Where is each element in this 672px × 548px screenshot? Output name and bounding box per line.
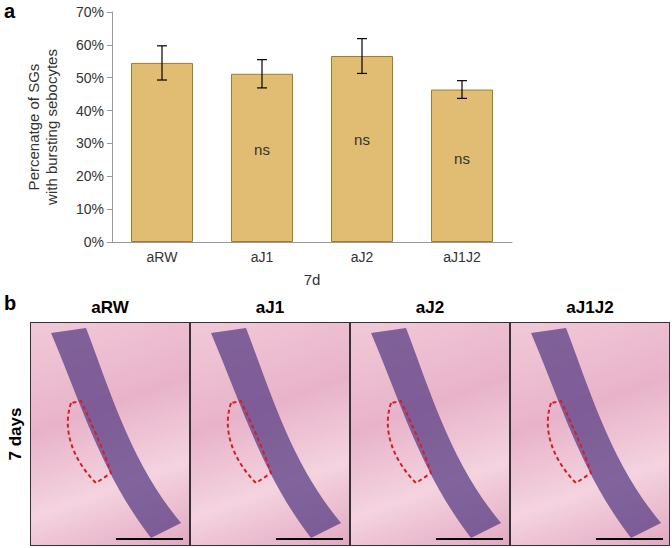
svg-text:10%: 10% bbox=[76, 201, 104, 217]
html-text:7 days: 7 days bbox=[6, 407, 25, 461]
svg-text:7d: 7d bbox=[304, 271, 321, 288]
html-text:a: a bbox=[4, 0, 16, 22]
svg-text:aRW: aRW bbox=[147, 249, 179, 265]
svg-text:aJ1: aJ1 bbox=[251, 249, 274, 265]
html-text:aRW: aRW bbox=[91, 298, 129, 317]
html-text:aJ2: aJ2 bbox=[415, 298, 445, 317]
svg-text:70%: 70% bbox=[76, 4, 104, 20]
svg-text:60%: 60% bbox=[76, 37, 104, 53]
svg-text:0%: 0% bbox=[84, 234, 104, 250]
svg-text:40%: 40% bbox=[76, 103, 104, 119]
svg-text:ns: ns bbox=[254, 141, 270, 158]
svg-text:aJ2: aJ2 bbox=[351, 249, 374, 265]
html-text:aJ1: aJ1 bbox=[255, 298, 285, 317]
svg-text:30%: 30% bbox=[76, 135, 104, 151]
svg-text:ns: ns bbox=[354, 131, 370, 148]
svg-text:ns: ns bbox=[454, 150, 470, 167]
svg-text:20%: 20% bbox=[76, 168, 104, 184]
html-text:b: b bbox=[4, 292, 17, 314]
svg-text:Percenatge of SGs: Percenatge of SGs bbox=[25, 64, 42, 191]
html-text:aJ1J2: aJ1J2 bbox=[566, 298, 614, 317]
svg-text:50%: 50% bbox=[76, 70, 104, 86]
svg-text:aJ1J2: aJ1J2 bbox=[443, 249, 481, 265]
svg-text:with bursting sebocytes: with bursting sebocytes bbox=[43, 49, 60, 206]
